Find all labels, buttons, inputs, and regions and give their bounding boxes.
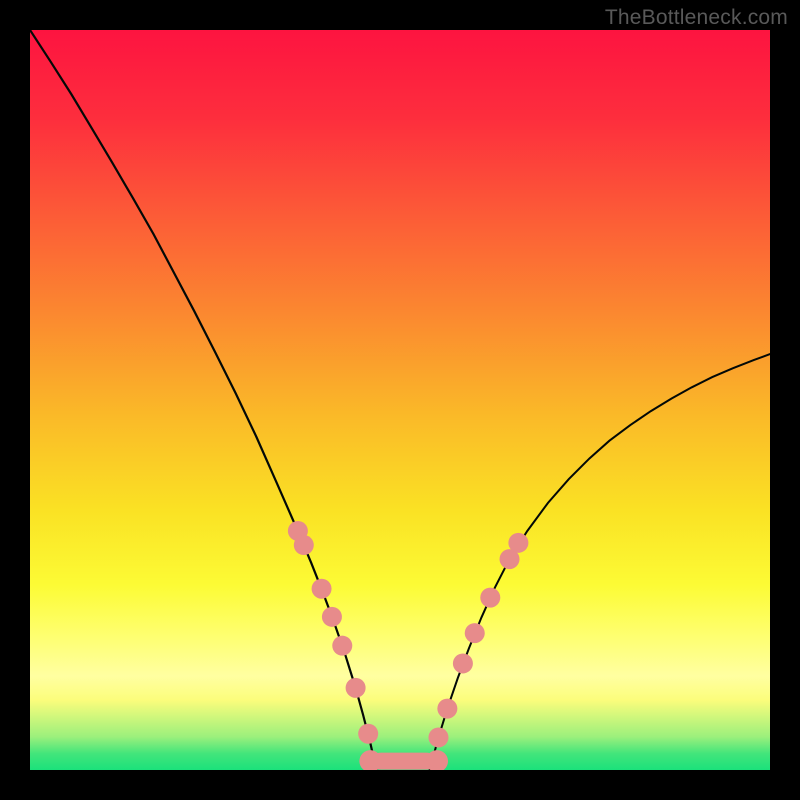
marker-right-3: [465, 623, 485, 643]
chart-container: TheBottleneck.com: [0, 0, 800, 800]
plot-area: [30, 30, 770, 770]
watermark-text: TheBottleneck.com: [605, 6, 788, 30]
plot-background: [30, 30, 770, 770]
marker-right-2: [453, 653, 473, 673]
marker-left-3: [322, 607, 342, 627]
marker-right-6: [508, 533, 528, 553]
marker-left-5: [346, 678, 366, 698]
marker-left-1: [294, 535, 314, 555]
marker-right-0: [428, 727, 448, 747]
marker-right-1: [437, 699, 457, 719]
bottleneck-chart: [30, 30, 770, 770]
marker-left-2: [312, 579, 332, 599]
marker-left-4: [332, 636, 352, 656]
marker-left-6: [358, 724, 378, 744]
marker-right-4: [480, 588, 500, 608]
